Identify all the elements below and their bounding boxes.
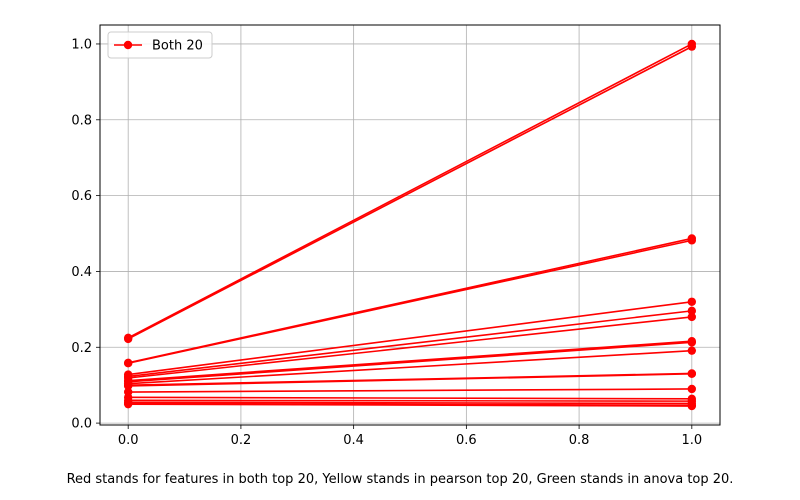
data-point xyxy=(687,312,697,322)
x-tick-label: 0.2 xyxy=(231,433,252,448)
data-point xyxy=(687,401,697,411)
series-path xyxy=(128,300,692,376)
figure-caption: Red stands for features in both top 20, … xyxy=(66,472,734,487)
data-point xyxy=(687,297,697,306)
series-path xyxy=(128,396,692,400)
series-path xyxy=(127,45,693,340)
legend: Both 20 xyxy=(107,31,213,59)
data-point xyxy=(123,381,133,391)
x-tick-label: 1.0 xyxy=(681,433,702,448)
series-path xyxy=(128,349,692,385)
x-tick-label: 0.0 xyxy=(118,433,139,448)
x-tick-label: 0.6 xyxy=(456,433,477,448)
data-point xyxy=(687,346,697,355)
legend-marker xyxy=(123,40,133,50)
data-point xyxy=(687,306,697,316)
series-line-4 xyxy=(123,236,697,368)
axis-ticks: 0.0 0.2 0.4 0.6 0.8 1.0 0.0 0.2 0.4 0.6 0.8 1.0 xyxy=(71,37,702,448)
grid xyxy=(100,25,720,425)
series-path xyxy=(128,399,692,402)
data-point xyxy=(687,42,697,51)
y-tick-label: 1.0 xyxy=(71,37,92,52)
series-lines xyxy=(123,39,697,411)
series-line-18 xyxy=(123,399,697,411)
line-chart: 0.0 0.2 0.4 0.6 0.8 1.0 0.0 0.2 0.4 0.6 0.8 1.0 Bot… xyxy=(71,24,721,448)
data-point xyxy=(123,358,133,368)
data-point xyxy=(687,236,697,245)
x-tick-label: 0.4 xyxy=(343,433,364,448)
y-tick-label: 0.6 xyxy=(71,189,92,204)
series-path xyxy=(128,239,692,364)
series-path xyxy=(128,388,692,393)
legend-label: Both 20 xyxy=(152,39,203,54)
series-path xyxy=(128,310,692,378)
series-path xyxy=(128,340,692,382)
data-point xyxy=(687,338,697,347)
plot-frame xyxy=(99,24,721,426)
data-point xyxy=(687,369,697,379)
y-tick-label: 0.8 xyxy=(71,113,92,128)
series-line-12 xyxy=(123,369,697,391)
series-path xyxy=(128,373,692,387)
y-tick-label: 0.0 xyxy=(71,417,92,432)
data-point xyxy=(687,384,697,394)
series-path xyxy=(127,43,693,339)
x-tick-label: 0.8 xyxy=(569,433,590,448)
legend-box xyxy=(107,31,213,59)
series-path xyxy=(128,316,692,379)
y-tick-label: 0.4 xyxy=(71,265,92,280)
series-line-13 xyxy=(123,384,697,397)
series-line-2 xyxy=(123,42,697,344)
data-point xyxy=(123,399,133,409)
series-path xyxy=(128,401,692,405)
series-path xyxy=(128,403,692,407)
y-tick-label: 0.2 xyxy=(71,341,92,356)
data-point xyxy=(123,334,133,344)
series-path xyxy=(128,341,692,383)
